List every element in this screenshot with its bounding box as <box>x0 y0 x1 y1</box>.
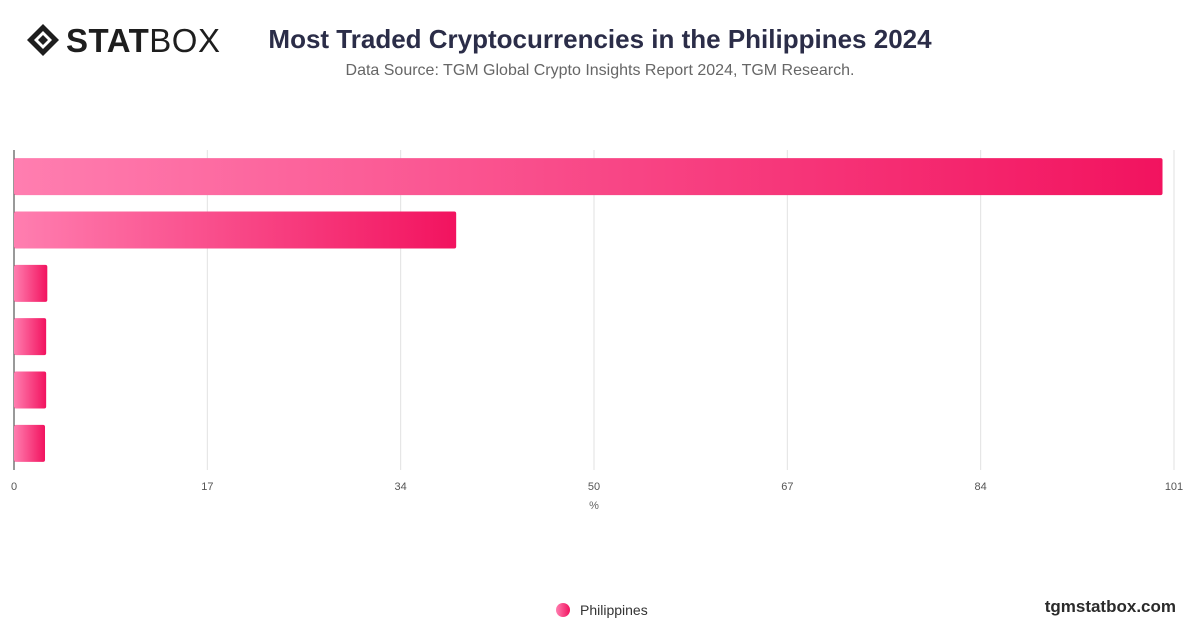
x-tick-label: 34 <box>395 481 407 493</box>
x-tick-label: 101 <box>1165 481 1183 493</box>
bar[interactable] <box>14 211 457 249</box>
statbox-logo: STATBOX <box>26 22 220 58</box>
chart-subtitle: Data Source: TGM Global Crypto Insights … <box>345 62 855 79</box>
x-tick-label: 50 <box>588 481 600 493</box>
legend-label: Philippines <box>580 602 648 618</box>
logo-text-bold: STAT <box>66 21 150 59</box>
bar[interactable] <box>14 371 47 409</box>
legend[interactable]: Philippines <box>556 602 648 618</box>
x-tick-label: 84 <box>975 481 987 493</box>
x-tick-label: 67 <box>781 481 793 493</box>
x-tick-label: 17 <box>201 481 213 493</box>
grid-lines <box>13 150 1175 470</box>
bar-series <box>14 158 1163 462</box>
statbox-diamond-icon <box>27 24 59 56</box>
site-url[interactable]: tgmstatbox.com <box>1044 597 1176 616</box>
logo-text-light: BOX <box>149 21 221 59</box>
logo-wordmark: STATBOX <box>66 24 220 57</box>
x-axis-ticks: 0 17 34 50 67 84 101 <box>11 481 1183 493</box>
bar[interactable] <box>14 424 46 462</box>
bar[interactable] <box>14 158 1163 196</box>
legend-swatch <box>556 603 570 617</box>
x-axis-label: % <box>589 500 599 512</box>
x-tick-label: 0 <box>11 481 17 493</box>
chart-title: Most Traded Cryptocurrencies in the Phil… <box>268 24 932 54</box>
bar[interactable] <box>14 318 47 356</box>
bar[interactable] <box>14 264 48 302</box>
